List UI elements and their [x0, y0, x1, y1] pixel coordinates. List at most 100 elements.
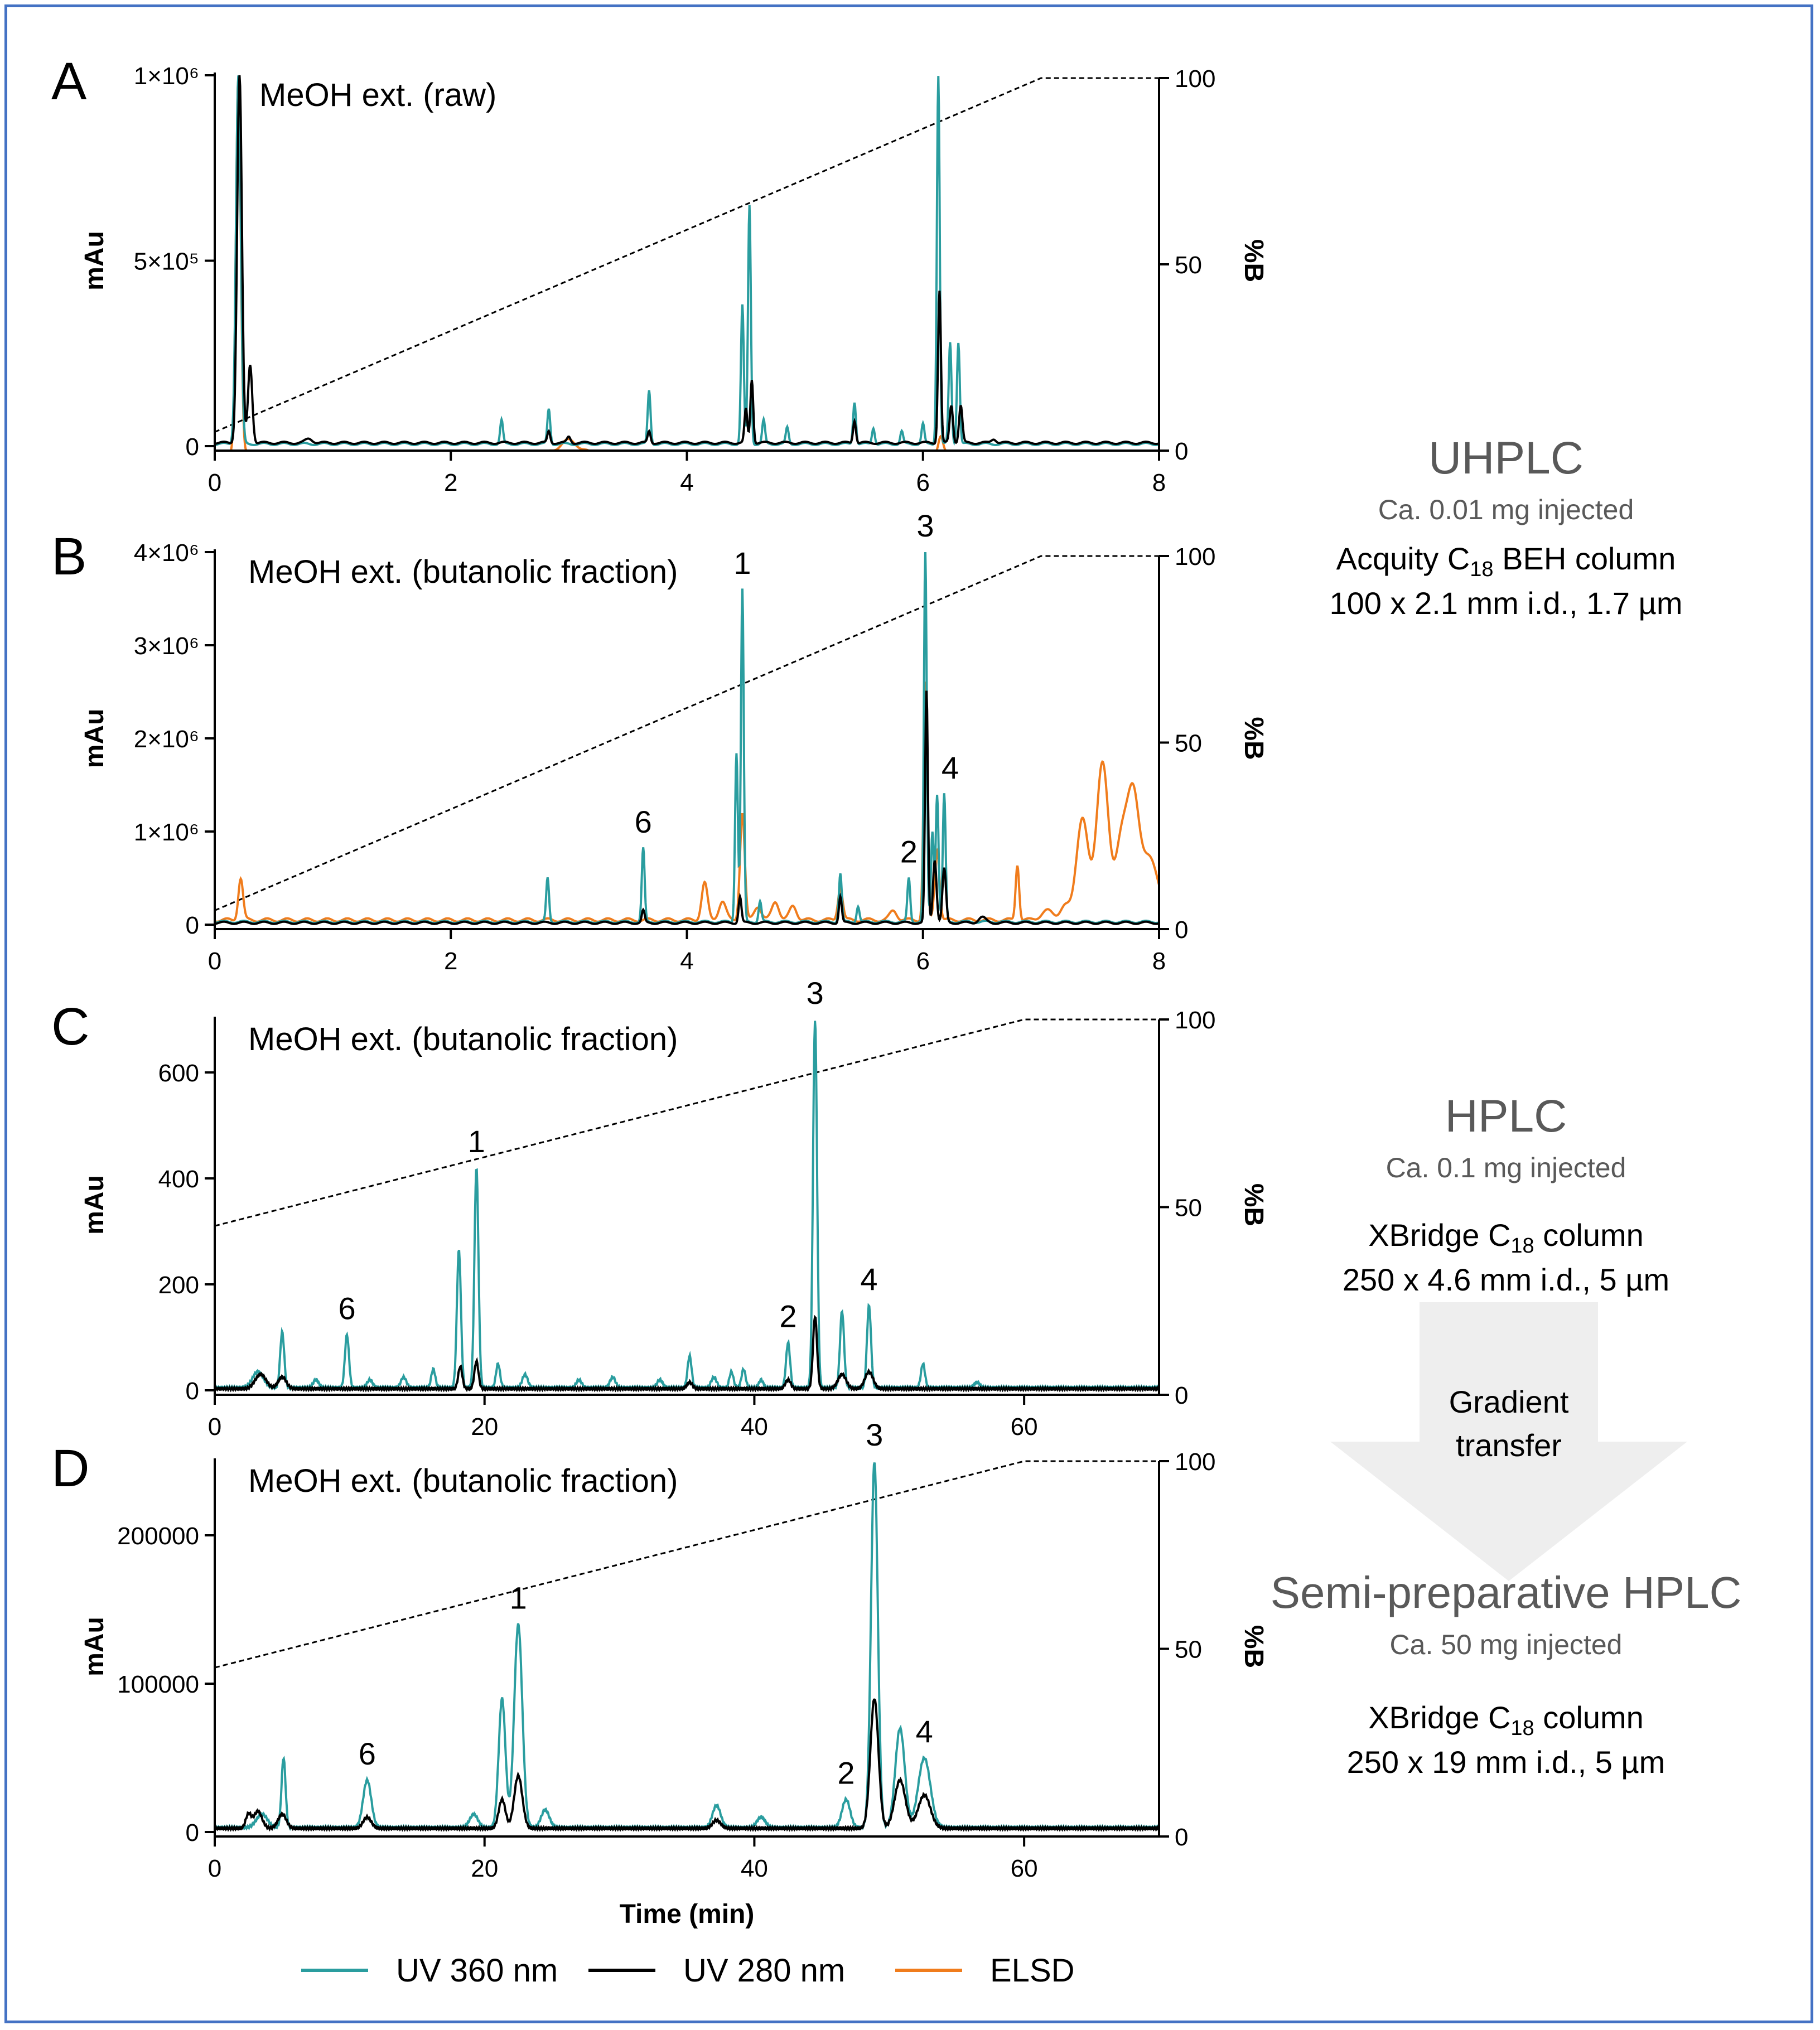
- x-tick-label: 60: [1011, 1855, 1038, 1882]
- series-elsd: [216, 682, 1158, 923]
- y2-tick-label: 0: [1175, 1382, 1188, 1409]
- y-tick-label: 4×10⁶: [134, 539, 199, 567]
- peak-label-1: 1: [510, 1580, 527, 1616]
- uhplc-title: UHPLC: [1428, 433, 1584, 484]
- y2-axis-label: %B: [1239, 717, 1268, 760]
- y2-tick-label: 50: [1175, 1636, 1202, 1664]
- series-uv280: [216, 1314, 1158, 1393]
- x-tick-label: 4: [680, 948, 693, 975]
- x-tick-label: 8: [1152, 469, 1166, 496]
- uhplc-column-sub: 18: [1470, 558, 1494, 582]
- hplc-column: XBridge C18 column: [1255, 1213, 1757, 1268]
- semi-prep-dims: 250 x 19 mm i.d., 5 µm: [1346, 1744, 1665, 1780]
- series-uv360: [216, 1462, 1158, 1831]
- peak-label-3: 3: [807, 975, 824, 1011]
- y-axis-label: mAu: [80, 1175, 109, 1235]
- figure-border: [4, 4, 1813, 2023]
- peak-label-6: 6: [338, 1290, 355, 1326]
- x-tick-label: 40: [741, 1855, 768, 1882]
- series-uv360: [216, 75, 1158, 447]
- y2-axis-label: %B: [1239, 239, 1268, 282]
- x-tick-label: 20: [471, 1413, 498, 1441]
- y2-tick-label: 100: [1175, 1448, 1215, 1476]
- chart-panel-a: A 0 5×10⁵ 1×10⁶ 0 50 100 0 2 4 6 8 mAu %B MeOH ext. (r…: [51, 52, 1268, 496]
- hplc-column-sub: 18: [1510, 1234, 1534, 1258]
- x-tick-label: 0: [208, 948, 221, 975]
- x-tick-label: 2: [444, 469, 457, 496]
- x-tick-label: 60: [1011, 1413, 1038, 1441]
- panel-letter: D: [51, 1439, 90, 1498]
- y2-tick-label: 0: [1175, 1824, 1188, 1851]
- y-tick-label: 2×10⁶: [134, 726, 199, 753]
- gradient-transfer-arrow-shape: [1330, 1302, 1687, 1581]
- y-axis-label: mAu: [80, 1617, 109, 1676]
- gradient-transfer-line2: transfer: [1456, 1428, 1562, 1463]
- y-tick-label: 600: [158, 1060, 199, 1087]
- peak-label-1: 1: [733, 545, 751, 581]
- y2-tick-label: 50: [1175, 1195, 1202, 1222]
- semi-prep-column-sub: 18: [1510, 1717, 1534, 1741]
- hplc-injected: Ca. 0.1 mg injected: [1385, 1152, 1626, 1183]
- y-tick-label: 1×10⁶: [134, 819, 199, 846]
- panel-letter: A: [51, 52, 87, 111]
- series-uv280: [216, 1698, 1158, 1832]
- x-tick-label: 0: [208, 1855, 221, 1882]
- uhplc-dims: 100 x 2.1 mm i.d., 1.7 µm: [1329, 586, 1683, 621]
- x-tick-label: 6: [916, 948, 930, 975]
- y-tick-label: 5×10⁵: [134, 248, 199, 276]
- hplc-dims: 250 x 4.6 mm i.d., 5 µm: [1342, 1262, 1670, 1297]
- y2-tick-label: 50: [1175, 730, 1202, 757]
- y-tick-label: 0: [186, 1819, 199, 1847]
- x-tick-label: 0: [208, 1413, 221, 1441]
- x-tick-label: 2: [444, 948, 457, 975]
- chart-title: MeOH ext. (butanolic fraction): [248, 1021, 678, 1057]
- peak-label-2: 2: [837, 1755, 855, 1790]
- semi-prep-column-post: column: [1534, 1700, 1644, 1735]
- peak-label-6: 6: [635, 804, 652, 839]
- y-tick-label: 0: [186, 433, 199, 461]
- x-tick-label: 20: [471, 1855, 498, 1882]
- chart-title: MeOH ext. (butanolic fraction): [248, 1463, 678, 1499]
- y2-tick-label: 100: [1175, 1007, 1215, 1034]
- chart-panel-b: B 0 1×10⁶ 2×10⁶ 3×10⁶ 4×10⁶ 0 50 100 0 2 4 6 8 mAu %B Me…: [51, 508, 1268, 975]
- x-axis-label: Time (min): [620, 1900, 755, 1929]
- y-tick-label: 3×10⁶: [134, 632, 199, 660]
- peak-label-2: 2: [900, 834, 918, 869]
- y-tick-label: 200000: [117, 1522, 199, 1550]
- y2-tick-label: 100: [1175, 543, 1215, 571]
- peak-label-4: 4: [942, 750, 959, 785]
- y2-axis-label: %B: [1239, 1183, 1268, 1226]
- chart-title: MeOH ext. (butanolic fraction): [248, 554, 678, 590]
- gradient-transfer-line1: Gradient: [1449, 1384, 1569, 1419]
- y-tick-label: 200: [158, 1272, 199, 1299]
- panel-letter: B: [51, 527, 86, 586]
- y-tick-label: 0: [186, 912, 199, 939]
- y2-tick-label: 100: [1175, 65, 1215, 93]
- series-uv360: [216, 1021, 1158, 1391]
- y-tick-label: 0: [186, 1378, 199, 1405]
- legend-item: UV 280 nm: [588, 1952, 845, 1989]
- legend-item: UV 360 nm: [301, 1952, 558, 1989]
- legend-label: UV 360 nm: [396, 1952, 558, 1989]
- y-axis-label: mAu: [80, 231, 109, 291]
- gradient-line: [214, 77, 1159, 433]
- x-tick-label: 6: [916, 469, 930, 496]
- y-tick-label: 400: [158, 1166, 199, 1193]
- y2-axis-label: %B: [1239, 1625, 1268, 1668]
- hplc-column-post: column: [1534, 1217, 1644, 1253]
- series-elsd: [230, 76, 947, 450]
- x-tick-label: 40: [741, 1413, 768, 1441]
- panel-letter: C: [51, 997, 90, 1056]
- y2-tick-label: 0: [1175, 438, 1188, 465]
- y-tick-label: 100000: [117, 1671, 199, 1698]
- gradient-line: [214, 555, 1159, 911]
- y2-tick-label: 50: [1175, 252, 1202, 279]
- semi-prep-title: Semi-preparative HPLC: [1270, 1568, 1742, 1617]
- uhplc-column: Acquity C18 BEH column: [1255, 536, 1757, 592]
- peak-label-3: 3: [916, 508, 934, 543]
- uhplc-column-pre: Acquity C: [1336, 541, 1470, 576]
- peak-label-1: 1: [468, 1124, 485, 1159]
- hplc-title: HPLC: [1445, 1091, 1567, 1142]
- chart-panel-d: D 0 100000 200000 0 50 100 0 20 40 60 mAu %B Time (mi…: [51, 1417, 1268, 1929]
